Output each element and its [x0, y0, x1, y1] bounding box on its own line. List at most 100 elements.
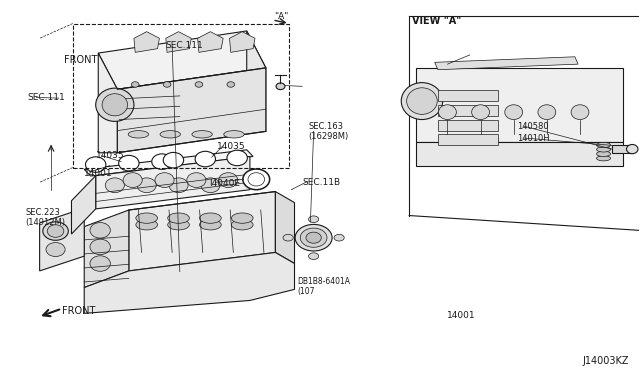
Polygon shape: [230, 32, 255, 52]
Polygon shape: [129, 192, 275, 271]
Polygon shape: [84, 253, 294, 313]
Polygon shape: [438, 119, 499, 131]
Ellipse shape: [401, 83, 443, 119]
Polygon shape: [72, 176, 96, 234]
Ellipse shape: [96, 88, 134, 121]
Ellipse shape: [168, 213, 189, 223]
Ellipse shape: [102, 94, 127, 116]
Text: SEC.163
(16298M): SEC.163 (16298M): [308, 122, 349, 141]
Ellipse shape: [152, 154, 172, 169]
Polygon shape: [134, 32, 159, 52]
Ellipse shape: [596, 156, 611, 161]
Ellipse shape: [90, 256, 110, 271]
Ellipse shape: [472, 105, 490, 119]
Ellipse shape: [627, 144, 638, 154]
Polygon shape: [438, 90, 499, 101]
Polygon shape: [84, 150, 253, 176]
Ellipse shape: [224, 131, 244, 138]
Ellipse shape: [243, 169, 269, 190]
Polygon shape: [40, 208, 84, 271]
Ellipse shape: [538, 105, 556, 119]
Ellipse shape: [136, 213, 157, 223]
Ellipse shape: [334, 234, 344, 241]
Text: SEC.111: SEC.111: [27, 93, 65, 102]
Polygon shape: [415, 68, 623, 142]
Ellipse shape: [248, 173, 264, 186]
Ellipse shape: [163, 82, 171, 87]
Text: DB1B8-6401A
(107: DB1B8-6401A (107: [297, 277, 350, 296]
Text: 14035: 14035: [96, 151, 124, 160]
Polygon shape: [415, 142, 623, 166]
Text: 14035: 14035: [217, 142, 245, 151]
Ellipse shape: [276, 83, 285, 90]
Polygon shape: [246, 31, 266, 131]
Polygon shape: [99, 31, 266, 89]
Ellipse shape: [596, 151, 611, 157]
Text: J14003KZ: J14003KZ: [582, 356, 629, 366]
Ellipse shape: [219, 173, 238, 187]
Text: SEC.11B: SEC.11B: [302, 178, 340, 187]
Ellipse shape: [232, 213, 253, 223]
Ellipse shape: [306, 232, 321, 243]
Polygon shape: [438, 105, 499, 116]
Ellipse shape: [90, 222, 110, 238]
Text: VIEW "A": VIEW "A": [412, 16, 461, 26]
Ellipse shape: [232, 219, 253, 230]
Ellipse shape: [201, 178, 220, 193]
Polygon shape: [99, 53, 117, 153]
Bar: [73, 23, 289, 167]
Ellipse shape: [137, 178, 156, 193]
Text: FRONT: FRONT: [62, 306, 95, 316]
Ellipse shape: [86, 157, 106, 172]
Ellipse shape: [169, 178, 188, 193]
Ellipse shape: [128, 131, 148, 138]
Ellipse shape: [90, 239, 110, 255]
Ellipse shape: [308, 253, 319, 260]
Ellipse shape: [47, 225, 64, 237]
Polygon shape: [198, 32, 223, 52]
Polygon shape: [438, 134, 499, 145]
Ellipse shape: [308, 216, 319, 222]
Ellipse shape: [571, 105, 589, 119]
Ellipse shape: [46, 243, 65, 257]
Ellipse shape: [227, 150, 247, 166]
Ellipse shape: [131, 82, 139, 87]
Ellipse shape: [406, 88, 437, 114]
Ellipse shape: [200, 219, 221, 230]
Text: 140580: 140580: [518, 122, 549, 131]
Polygon shape: [117, 68, 266, 153]
Ellipse shape: [438, 105, 456, 119]
Text: FRONT: FRONT: [64, 55, 97, 65]
Ellipse shape: [123, 173, 142, 187]
Text: "A": "A": [274, 12, 289, 22]
Polygon shape: [435, 57, 578, 70]
Ellipse shape: [195, 151, 216, 167]
Ellipse shape: [105, 178, 124, 193]
Ellipse shape: [596, 142, 611, 148]
Text: SEC.111: SEC.111: [166, 41, 204, 50]
Ellipse shape: [118, 155, 139, 171]
Ellipse shape: [596, 147, 611, 152]
Polygon shape: [275, 192, 294, 263]
Polygon shape: [166, 32, 191, 52]
Text: 14001: 14001: [447, 311, 476, 320]
Text: l4040E: l4040E: [209, 179, 240, 187]
Ellipse shape: [160, 131, 180, 138]
Ellipse shape: [155, 173, 174, 187]
Ellipse shape: [195, 82, 203, 87]
Text: 14001: 14001: [84, 169, 113, 177]
Text: SEC.223
(14912M): SEC.223 (14912M): [26, 208, 66, 227]
Ellipse shape: [505, 105, 523, 119]
Ellipse shape: [187, 173, 206, 187]
Ellipse shape: [163, 153, 184, 168]
Ellipse shape: [43, 222, 68, 240]
Text: 14010H: 14010H: [518, 134, 550, 142]
Ellipse shape: [295, 224, 332, 251]
Ellipse shape: [227, 82, 235, 87]
Ellipse shape: [192, 131, 212, 138]
Polygon shape: [96, 157, 250, 209]
Ellipse shape: [136, 219, 157, 230]
Polygon shape: [612, 145, 632, 153]
Polygon shape: [84, 210, 129, 288]
Ellipse shape: [300, 228, 327, 247]
